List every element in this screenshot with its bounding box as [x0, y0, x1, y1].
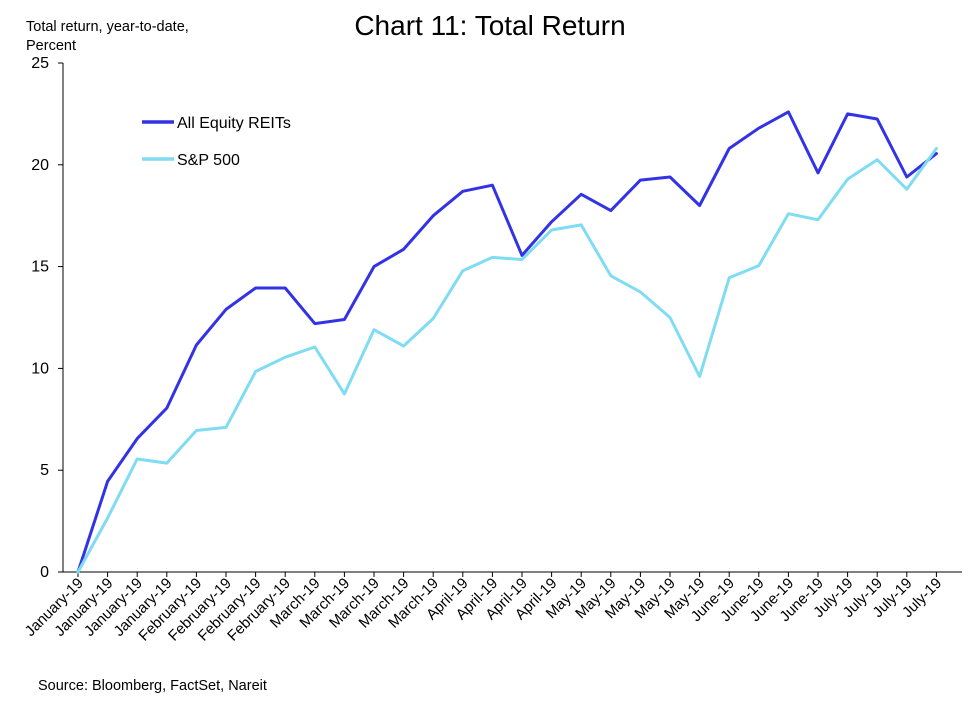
y-axis-label-line1: Total return, year-to-date, [26, 19, 189, 35]
series-line-all-equity-reits [76, 110, 938, 574]
chart-title: Chart 11: Total Return [354, 10, 626, 41]
y-axis-label-line2: Percent [26, 38, 76, 54]
y-tick-label: 10 [31, 360, 49, 377]
legend-label: All Equity REITs [177, 115, 291, 132]
y-tick-label: 15 [31, 259, 49, 276]
y-tick-label: 0 [40, 564, 49, 581]
legend-label: S&P 500 [177, 152, 240, 169]
y-tick-label: 25 [31, 55, 49, 72]
y-axis-label: Total return, year-to-date, Percent [26, 18, 189, 56]
source-note: Source: Bloomberg, FactSet, Nareit [38, 678, 267, 694]
y-tick-label: 5 [40, 462, 49, 479]
series-line-sp-500 [76, 147, 938, 574]
y-tick-label: 20 [31, 157, 49, 174]
